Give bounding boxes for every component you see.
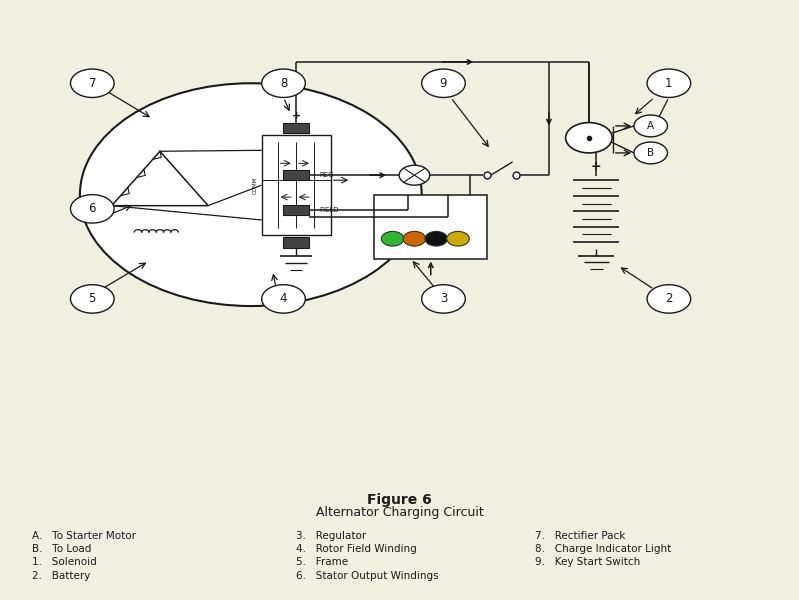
Text: 5: 5 <box>89 292 96 305</box>
Bar <box>283 205 309 215</box>
Circle shape <box>80 83 422 306</box>
Text: A: A <box>647 121 654 131</box>
Circle shape <box>403 232 426 246</box>
Circle shape <box>634 115 667 137</box>
Circle shape <box>647 69 690 97</box>
Circle shape <box>422 69 465 97</box>
Text: 2.   Battery: 2. Battery <box>32 571 90 581</box>
Text: 5.   Frame: 5. Frame <box>296 557 348 568</box>
Text: 6.   Stator Output Windings: 6. Stator Output Windings <box>296 571 439 581</box>
Circle shape <box>566 122 612 153</box>
Circle shape <box>70 284 114 313</box>
Bar <box>283 237 309 248</box>
Text: B.   To Load: B. To Load <box>32 544 91 554</box>
Text: 6: 6 <box>89 202 96 215</box>
Bar <box>283 170 309 181</box>
Text: COMM: COMM <box>253 176 258 194</box>
Text: A.   To Starter Motor: A. To Starter Motor <box>32 531 136 541</box>
Text: Figure 6: Figure 6 <box>367 493 432 507</box>
Text: 3: 3 <box>439 292 447 305</box>
Text: 8.   Charge Indicator Light: 8. Charge Indicator Light <box>535 544 672 554</box>
Circle shape <box>400 165 430 185</box>
Circle shape <box>634 142 667 164</box>
Text: 9: 9 <box>439 77 447 90</box>
Circle shape <box>422 284 465 313</box>
Text: 1.   Solenoid: 1. Solenoid <box>32 557 97 568</box>
Text: 3.   Regulator: 3. Regulator <box>296 531 366 541</box>
Text: 1: 1 <box>665 77 673 90</box>
Text: 4: 4 <box>280 292 288 305</box>
Text: +: + <box>292 112 301 121</box>
Text: B: B <box>647 148 654 158</box>
Circle shape <box>70 69 114 97</box>
Text: 2: 2 <box>665 292 673 305</box>
Circle shape <box>262 284 305 313</box>
Bar <box>283 122 309 133</box>
Circle shape <box>381 232 403 246</box>
Text: 7.   Rectifier Pack: 7. Rectifier Pack <box>535 531 626 541</box>
Text: FIELD: FIELD <box>320 207 339 213</box>
Text: 9.   Key Start Switch: 9. Key Start Switch <box>535 557 641 568</box>
Text: Alternator Charging Circuit: Alternator Charging Circuit <box>316 506 483 519</box>
Circle shape <box>425 232 447 246</box>
Circle shape <box>70 194 114 223</box>
Circle shape <box>447 232 469 246</box>
Bar <box>262 136 331 235</box>
Circle shape <box>262 69 305 97</box>
Text: REG: REG <box>320 172 334 178</box>
Text: 4.   Rotor Field Winding: 4. Rotor Field Winding <box>296 544 416 554</box>
Text: 7: 7 <box>89 77 96 90</box>
Circle shape <box>647 284 690 313</box>
Text: 8: 8 <box>280 77 287 90</box>
Bar <box>375 194 487 259</box>
Text: +: + <box>591 160 602 173</box>
